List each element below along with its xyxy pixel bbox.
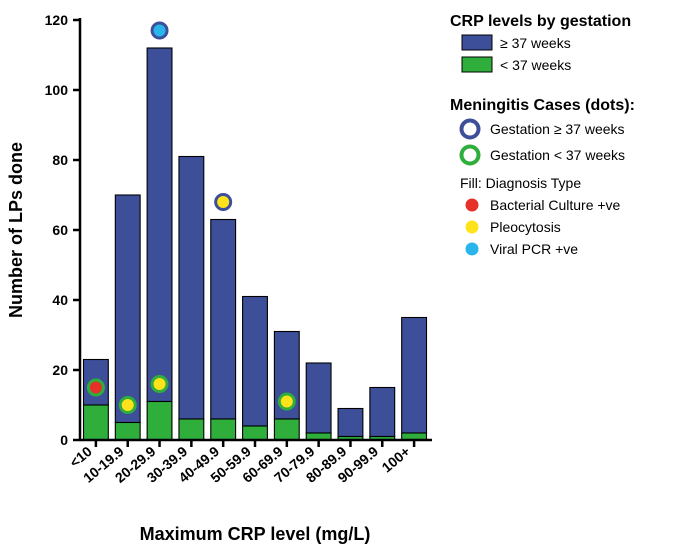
bar-lt37 <box>211 419 236 440</box>
legend-swatch-label: < 37 weeks <box>500 57 571 73</box>
legend-fill-title: Fill: Diagnosis Type <box>460 175 581 191</box>
legend-ring-label: Gestation ≥ 37 weeks <box>490 121 625 137</box>
legend-dot-label: Viral PCR +ve <box>490 241 578 257</box>
bar-lt37 <box>243 426 268 440</box>
legend-swatch <box>462 57 492 72</box>
bar-ge37 <box>147 48 172 402</box>
bar-ge37 <box>402 318 427 434</box>
x-axis-label: Maximum CRP level (mg/L) <box>140 524 371 544</box>
bar-ge37 <box>179 157 204 420</box>
y-tick-label: 80 <box>52 152 68 168</box>
legend-dot-label: Pleocytosis <box>490 219 561 235</box>
legend-dot-label: Bacterial Culture +ve <box>490 197 621 213</box>
legend-group2-title: Meningitis Cases (dots): <box>450 97 635 114</box>
y-tick-label: 20 <box>52 362 68 378</box>
meningitis-dot <box>120 398 135 413</box>
y-tick-label: 60 <box>52 222 68 238</box>
bar-lt37 <box>84 405 109 440</box>
legend-dot <box>466 199 479 212</box>
legend-swatch-label: ≥ 37 weeks <box>500 35 571 51</box>
legend-ring-label: Gestation < 37 weeks <box>490 147 625 163</box>
legend-ring <box>462 121 479 138</box>
bar-ge37 <box>370 388 395 437</box>
bar-lt37 <box>147 402 172 441</box>
meningitis-dot <box>152 377 167 392</box>
bar-ge37 <box>211 220 236 420</box>
meningitis-dot <box>88 380 103 395</box>
meningitis-dot <box>216 195 231 210</box>
legend-swatch <box>462 35 492 50</box>
y-tick-label: 100 <box>45 82 69 98</box>
legend: CRP levels by gestation ≥ 37 weeks < 37 we… <box>450 13 635 257</box>
x-cat-label: 100+ <box>379 443 413 476</box>
bar-lt37 <box>274 419 299 440</box>
legend-dot <box>466 243 479 256</box>
y-axis-label: Number of LPs done <box>6 142 26 318</box>
y-tick-label: 120 <box>45 12 69 28</box>
meningitis-dot <box>279 394 294 409</box>
bars-group <box>84 48 427 440</box>
y-tick-label: 0 <box>60 432 68 448</box>
legend-group1-title: CRP levels by gestation <box>450 13 631 30</box>
meningitis-dot <box>152 23 167 38</box>
bar-ge37 <box>338 409 363 437</box>
legend-dot <box>466 221 479 234</box>
y-tick-label: 40 <box>52 292 68 308</box>
bar-ge37 <box>115 195 140 423</box>
bar-lt37 <box>115 423 140 441</box>
bar-ge37 <box>306 363 331 433</box>
bar-ge37 <box>243 297 268 427</box>
bar-lt37 <box>179 419 204 440</box>
legend-ring <box>462 147 479 164</box>
